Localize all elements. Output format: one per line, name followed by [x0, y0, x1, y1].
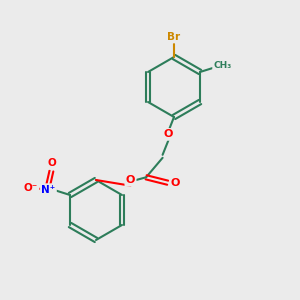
Text: O: O	[164, 129, 173, 140]
Text: O: O	[47, 158, 56, 169]
Text: O: O	[170, 178, 180, 188]
Text: N⁺: N⁺	[41, 184, 56, 195]
Text: Br: Br	[167, 32, 181, 42]
Text: O: O	[126, 175, 135, 185]
Text: CH₃: CH₃	[213, 61, 232, 70]
Text: O⁻: O⁻	[24, 183, 38, 193]
